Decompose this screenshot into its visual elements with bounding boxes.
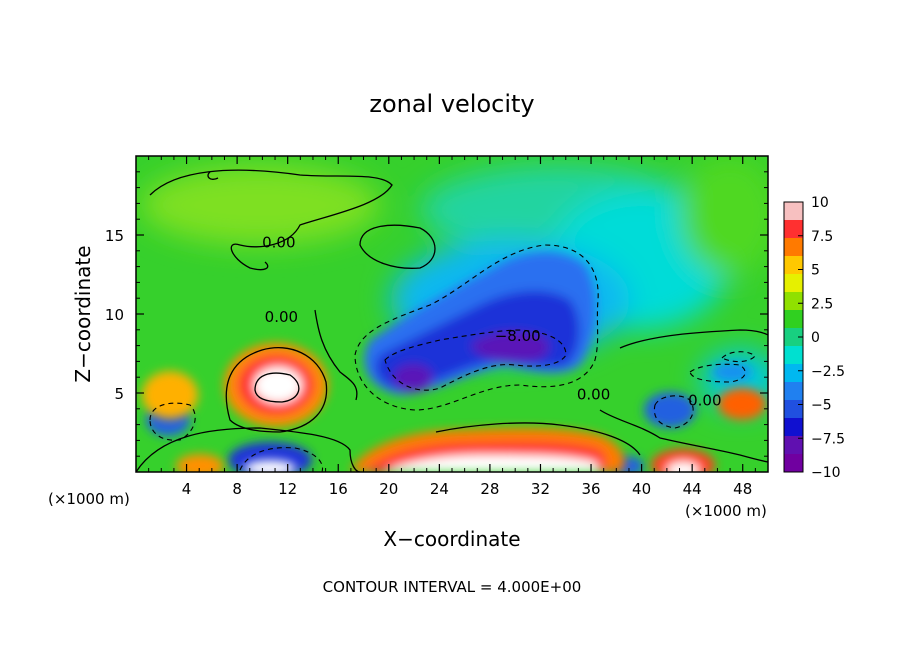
contour-interval-note: CONTOUR INTERVAL = 4.000E+00 — [323, 578, 582, 596]
x-unit-left: (×1000 m) — [48, 490, 130, 508]
contour-lines — [136, 169, 768, 472]
x-tick-label: 36 — [581, 480, 600, 498]
x-tick-label: 16 — [329, 480, 348, 498]
field-core-positive — [142, 343, 766, 472]
x-tick-label: 48 — [733, 480, 752, 498]
colorbar-swatch — [784, 310, 803, 329]
y-tick-label: 10 — [105, 306, 124, 324]
colorbar-swatch — [784, 382, 803, 401]
x-tick-label: 28 — [480, 480, 499, 498]
colorbar-tick-label: −7.5 — [811, 431, 845, 447]
colorbar-ticks: 10 7.5 5 2.5 0 −2.5 −5 −7.5 −10 — [798, 195, 845, 481]
colorbar-swatch — [784, 292, 803, 311]
y-axis-ticks: 5 10 15 — [105, 171, 768, 457]
x-tick-label: 20 — [379, 480, 398, 498]
x-tick-label: 12 — [278, 480, 297, 498]
x-unit-right: (×1000 m) — [685, 502, 767, 520]
contour-label: 0.00 — [265, 308, 298, 326]
colorbar-swatch — [784, 346, 803, 365]
x-tick-label: 44 — [683, 480, 702, 498]
colorbar-swatch — [784, 436, 803, 455]
x-axis-label: X−coordinate — [383, 527, 520, 551]
colorbar-tick-label: −5 — [811, 398, 832, 414]
colorbar-swatch — [784, 364, 803, 383]
colorbar-swatch — [784, 454, 803, 473]
contour-lines-dashed — [149, 244, 756, 472]
contour-labels: 0.00 0.00 0.00 0.00 −8.00 — [262, 234, 721, 410]
field-core-negative — [146, 252, 752, 472]
x-tick-label: 40 — [632, 480, 651, 498]
colorbar-frame — [783, 201, 804, 473]
chart-title: zonal velocity — [369, 90, 534, 118]
x-tick-label: 24 — [430, 480, 449, 498]
y-tick-label: 5 — [114, 385, 124, 403]
y-tick-label: 15 — [105, 227, 124, 245]
x-tick-label: 8 — [232, 480, 242, 498]
contour-label: −8.00 — [495, 327, 541, 345]
colorbar-swatch — [784, 202, 803, 221]
x-tick-label: 32 — [531, 480, 550, 498]
colorbar-tick-label: 7.5 — [811, 229, 833, 245]
colorbar-tick-label: 10 — [811, 195, 829, 211]
colorbar-swatch — [784, 328, 803, 347]
x-tick-label: 4 — [182, 480, 192, 498]
colorbar-swatch — [784, 238, 803, 257]
colorbar-swatch — [784, 220, 803, 239]
colorbar-tick-label: 5 — [811, 263, 820, 279]
contour-label: 0.00 — [577, 385, 610, 403]
colorbar-tick-label: 0 — [811, 330, 820, 346]
colorbar-tick-label: 2.5 — [811, 296, 833, 312]
colorbar-swatch — [784, 400, 803, 419]
colorbar-tick-label: −10 — [811, 465, 841, 481]
colorbar-swatch — [784, 274, 803, 293]
colorbar-swatch — [784, 256, 803, 275]
y-axis-label: Z−coordinate — [71, 245, 95, 382]
contour-label: 0.00 — [262, 234, 295, 252]
colorbar-swatch — [784, 418, 803, 437]
x-axis-ticks: 4 8 12 16 20 24 28 32 36 40 44 48 — [148, 156, 756, 498]
contour-label: 0.00 — [688, 392, 721, 410]
colorbar-tick-label: −2.5 — [811, 364, 845, 380]
velocity-field — [136, 156, 768, 472]
